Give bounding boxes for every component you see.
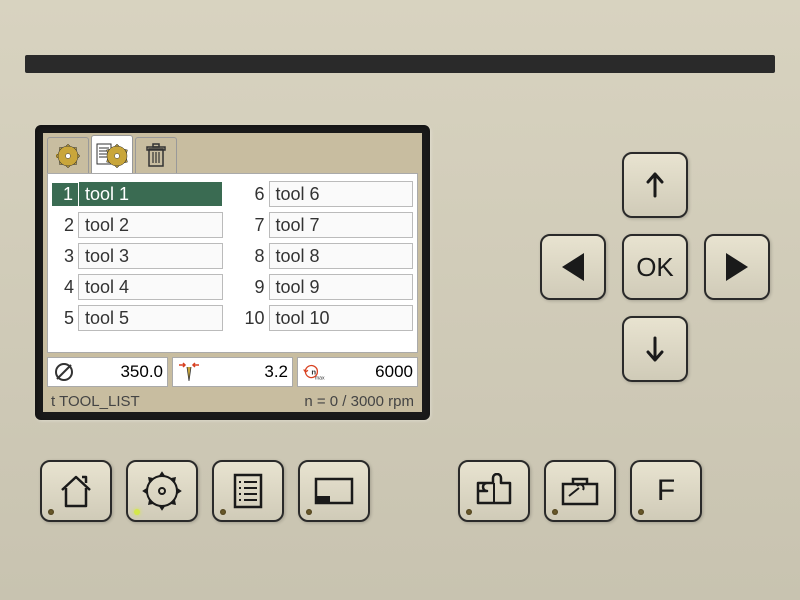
kerf-icon — [177, 361, 201, 383]
status-right: n = 0 / 3000 rpm — [304, 393, 414, 410]
tool-row[interactable]: 2tool 2 — [52, 211, 223, 239]
arrow-up-icon — [644, 170, 666, 200]
tool-name-field[interactable]: tool 10 — [269, 305, 414, 331]
trash-icon — [145, 143, 167, 169]
status-bar: t TOOL_LIST n = 0 / 3000 rpm — [43, 391, 422, 412]
tool-name-field[interactable]: tool 1 — [78, 181, 223, 207]
tool-number: 6 — [243, 184, 269, 205]
panel-button[interactable] — [298, 460, 370, 522]
home-button[interactable] — [40, 460, 112, 522]
arrow-down-icon — [644, 334, 666, 364]
list-blade-icon — [95, 141, 129, 169]
arrow-left-filled-icon — [556, 247, 590, 287]
dpad: OK — [540, 152, 770, 382]
led-indicator — [638, 509, 644, 515]
bottom-button-row: F — [40, 460, 770, 522]
led-indicator — [48, 509, 54, 515]
tool-row[interactable]: 8tool 8 — [243, 242, 414, 270]
led-indicator — [306, 509, 312, 515]
param-diameter[interactable]: 350.0 — [47, 357, 168, 387]
dpad-left-button[interactable] — [540, 234, 606, 300]
status-left: t TOOL_LIST — [51, 393, 140, 410]
function-label: F — [657, 474, 675, 508]
home-icon — [56, 472, 96, 510]
led-indicator — [466, 509, 472, 515]
led-indicator — [552, 509, 558, 515]
tool-row[interactable]: 7tool 7 — [243, 211, 414, 239]
panel-icon — [313, 476, 355, 506]
tool-name-field[interactable]: tool 5 — [78, 305, 223, 331]
tab-blade-settings[interactable] — [47, 137, 89, 173]
tab-tool-list[interactable] — [91, 135, 133, 173]
tool-row[interactable]: 5tool 5 — [52, 304, 223, 332]
tool-number: 4 — [52, 277, 78, 298]
led-indicator — [220, 509, 226, 515]
tool-number: 5 — [52, 308, 78, 329]
dpad-ok-button[interactable]: OK — [622, 234, 688, 300]
tool-name-field[interactable]: tool 2 — [78, 212, 223, 238]
settings-button[interactable] — [544, 460, 616, 522]
tool-row[interactable]: 9tool 9 — [243, 273, 414, 301]
tool-column-right: 6tool 67tool 78tool 89tool 910tool 10 — [243, 180, 414, 346]
tool-row[interactable]: 4tool 4 — [52, 273, 223, 301]
tool-name-field[interactable]: tool 6 — [269, 181, 414, 207]
tool-number: 2 — [52, 215, 78, 236]
tool-row[interactable]: 1tool 1 — [52, 180, 223, 208]
tool-name-field[interactable]: tool 7 — [269, 212, 414, 238]
tool-row[interactable]: 10tool 10 — [243, 304, 414, 332]
diameter-icon — [52, 362, 76, 382]
tool-number: 8 — [243, 246, 269, 267]
tool-column-left: 1tool 12tool 23tool 34tool 45tool 5 — [52, 180, 223, 346]
diameter-value: 350.0 — [80, 362, 163, 382]
tool-name-field[interactable]: tool 3 — [78, 243, 223, 269]
tool-number: 1 — [52, 183, 78, 206]
blade-button[interactable] — [126, 460, 198, 522]
parameter-bar: 350.0 3.2 n max — [47, 357, 418, 387]
function-button[interactable]: F — [630, 460, 702, 522]
tool-number: 9 — [243, 277, 269, 298]
dpad-up-button[interactable] — [622, 152, 688, 218]
tool-row[interactable]: 3tool 3 — [52, 242, 223, 270]
rpm-max-icon: n max — [302, 361, 326, 383]
tool-number: 10 — [243, 308, 269, 329]
tool-number: 3 — [52, 246, 78, 267]
list-button[interactable] — [212, 460, 284, 522]
gear-blade-icon — [55, 143, 81, 169]
addon-button[interactable] — [458, 460, 530, 522]
tool-list-content: 1tool 12tool 23tool 34tool 45tool 5 6too… — [47, 173, 418, 353]
tool-name-field[interactable]: tool 9 — [269, 274, 414, 300]
rpm-max-value: 6000 — [330, 362, 413, 382]
tool-name-field[interactable]: tool 8 — [269, 243, 414, 269]
kerf-value: 3.2 — [205, 362, 288, 382]
tool-name-field[interactable]: tool 4 — [78, 274, 223, 300]
tool-row[interactable]: 6tool 6 — [243, 180, 414, 208]
lcd-screen: 1tool 12tool 23tool 34tool 45tool 5 6too… — [35, 125, 430, 420]
saw-blade-icon — [142, 471, 182, 511]
toolbox-icon — [559, 474, 601, 508]
led-indicator — [134, 509, 140, 515]
arrow-right-filled-icon — [720, 247, 754, 287]
top-divider-bar — [25, 55, 775, 73]
svg-text:max: max — [315, 376, 325, 382]
tool-number: 7 — [243, 215, 269, 236]
param-kerf[interactable]: 3.2 — [172, 357, 293, 387]
puzzle-icon — [473, 473, 515, 509]
param-rpm-max[interactable]: n max 6000 — [297, 357, 418, 387]
dpad-down-button[interactable] — [622, 316, 688, 382]
ok-label: OK — [636, 252, 674, 283]
list-icon — [231, 472, 265, 510]
tab-bar — [43, 133, 422, 173]
dpad-right-button[interactable] — [704, 234, 770, 300]
tab-delete[interactable] — [135, 137, 177, 173]
